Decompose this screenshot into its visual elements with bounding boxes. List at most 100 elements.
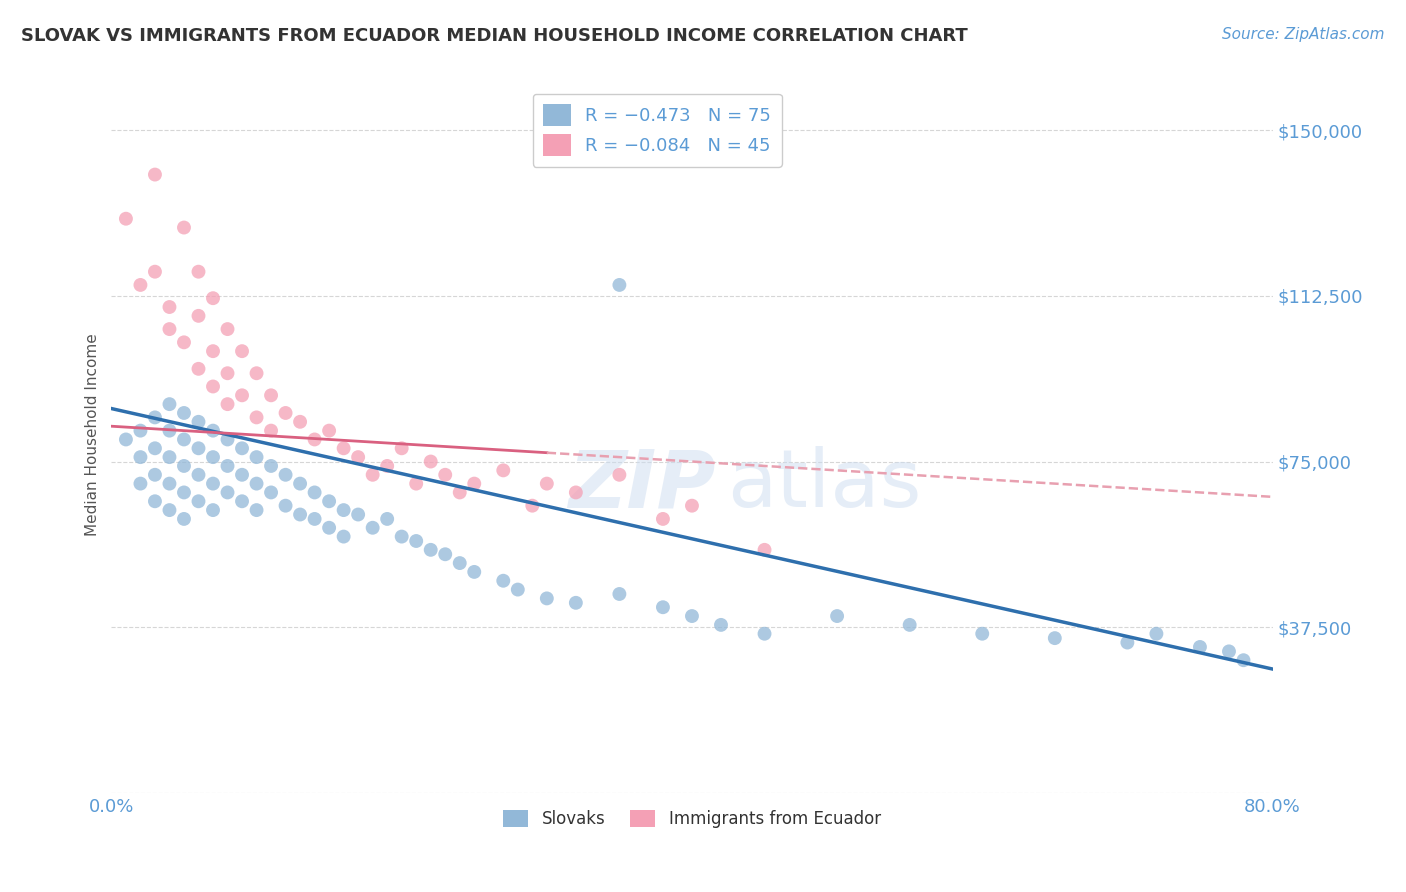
Point — [449, 556, 471, 570]
Point — [898, 618, 921, 632]
Y-axis label: Median Household Income: Median Household Income — [86, 334, 100, 536]
Point — [129, 424, 152, 438]
Point — [536, 591, 558, 606]
Point — [129, 450, 152, 464]
Point — [201, 344, 224, 359]
Point — [143, 442, 166, 456]
Point — [201, 503, 224, 517]
Point — [304, 485, 326, 500]
Point — [652, 600, 675, 615]
Point — [288, 508, 311, 522]
Point — [217, 397, 239, 411]
Point — [173, 433, 195, 447]
Point — [405, 476, 427, 491]
Point — [260, 485, 283, 500]
Point — [159, 503, 181, 517]
Point — [201, 379, 224, 393]
Point — [159, 424, 181, 438]
Point — [260, 388, 283, 402]
Text: ZIP: ZIP — [568, 446, 716, 524]
Point — [1188, 640, 1211, 654]
Point — [115, 433, 138, 447]
Point — [1232, 653, 1254, 667]
Point — [201, 291, 224, 305]
Point — [361, 521, 384, 535]
Point — [609, 587, 631, 601]
Point — [187, 415, 209, 429]
Point — [187, 265, 209, 279]
Point — [492, 463, 515, 477]
Point — [1218, 644, 1240, 658]
Point — [159, 300, 181, 314]
Point — [361, 467, 384, 482]
Point — [173, 458, 195, 473]
Point — [492, 574, 515, 588]
Point — [245, 503, 267, 517]
Point — [391, 442, 413, 456]
Point — [143, 410, 166, 425]
Point — [506, 582, 529, 597]
Point — [754, 542, 776, 557]
Point — [245, 366, 267, 380]
Point — [231, 442, 253, 456]
Point — [173, 485, 195, 500]
Point — [434, 467, 457, 482]
Point — [274, 499, 297, 513]
Point — [522, 499, 544, 513]
Point — [318, 521, 340, 535]
Point — [274, 467, 297, 482]
Point — [332, 530, 354, 544]
Point — [159, 450, 181, 464]
Point — [173, 335, 195, 350]
Point — [187, 494, 209, 508]
Point — [463, 476, 485, 491]
Point — [419, 542, 441, 557]
Point — [375, 512, 398, 526]
Point — [159, 322, 181, 336]
Point — [318, 494, 340, 508]
Point — [463, 565, 485, 579]
Point — [187, 361, 209, 376]
Point — [187, 467, 209, 482]
Point — [304, 433, 326, 447]
Point — [405, 534, 427, 549]
Point — [173, 406, 195, 420]
Point — [201, 476, 224, 491]
Point — [245, 410, 267, 425]
Point — [332, 442, 354, 456]
Point — [217, 458, 239, 473]
Point — [217, 322, 239, 336]
Point — [217, 433, 239, 447]
Point — [143, 168, 166, 182]
Point — [1144, 626, 1167, 640]
Point — [449, 485, 471, 500]
Point — [231, 494, 253, 508]
Legend: Slovaks, Immigrants from Ecuador: Slovaks, Immigrants from Ecuador — [496, 803, 887, 834]
Point — [274, 406, 297, 420]
Point — [231, 467, 253, 482]
Point — [332, 503, 354, 517]
Point — [288, 415, 311, 429]
Point — [143, 467, 166, 482]
Point — [288, 476, 311, 491]
Point — [143, 265, 166, 279]
Point — [231, 344, 253, 359]
Point — [217, 485, 239, 500]
Point — [375, 458, 398, 473]
Point — [419, 454, 441, 468]
Point — [972, 626, 994, 640]
Point — [536, 476, 558, 491]
Point — [115, 211, 138, 226]
Text: atlas: atlas — [727, 446, 921, 524]
Point — [304, 512, 326, 526]
Point — [173, 220, 195, 235]
Point — [129, 277, 152, 292]
Point — [245, 476, 267, 491]
Point — [710, 618, 733, 632]
Text: SLOVAK VS IMMIGRANTS FROM ECUADOR MEDIAN HOUSEHOLD INCOME CORRELATION CHART: SLOVAK VS IMMIGRANTS FROM ECUADOR MEDIAN… — [21, 27, 967, 45]
Point — [260, 458, 283, 473]
Point — [201, 424, 224, 438]
Point — [754, 626, 776, 640]
Point — [1116, 635, 1139, 649]
Point — [245, 450, 267, 464]
